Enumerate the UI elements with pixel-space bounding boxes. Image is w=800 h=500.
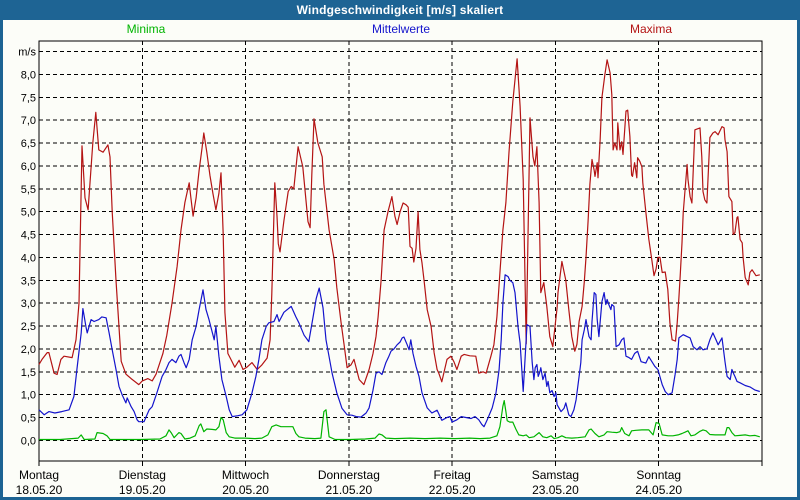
y-tick-label: 6,0 — [21, 161, 36, 173]
y-tick-label: 8,0 — [21, 69, 36, 81]
day-name-label: Donnerstag — [318, 468, 380, 482]
y-gridlines — [39, 51, 762, 441]
y-tick-label: 4,5 — [21, 230, 36, 242]
y-tick-label: 0,5 — [21, 413, 36, 425]
day-name-label: Mittwoch — [222, 468, 269, 482]
series-line-minima — [39, 400, 760, 441]
y-tick-label: 4,0 — [21, 252, 36, 264]
y-tick-label: 7,5 — [21, 92, 36, 104]
y-tick-label: 2,5 — [21, 321, 36, 333]
legend-item-maxima: Maxima — [629, 22, 673, 36]
page-title: Windgeschwindigkeit [m/s] skaliert — [296, 3, 504, 17]
y-tick-label: 5,5 — [21, 184, 36, 196]
legend: Minima Mittelwerte Maxima — [0, 22, 800, 38]
y-tick-label: 1,0 — [21, 390, 36, 402]
y-tick-label: 6,5 — [21, 138, 36, 150]
day-date-label: 21.05.20 — [325, 483, 372, 497]
day-name-label: Dienstag — [119, 468, 166, 482]
day-date-label: 22.05.20 — [429, 483, 476, 497]
y-tick-label: 1,5 — [21, 367, 36, 379]
y-tick-label: 0,0 — [21, 435, 36, 447]
x-gridlines — [141, 41, 660, 461]
legend-item-minima: Minima — [126, 22, 166, 36]
y-tick-label: 3,0 — [21, 298, 36, 310]
x-ticks — [38, 461, 763, 466]
day-date-label: 24.05.20 — [635, 483, 682, 497]
y-axis-labels: 0,0 0,5 1,0 1,5 2,0 2,5 3,0 3,5 4,0 4,5 5,0 5,5 6,0 6… — [18, 47, 36, 448]
day-date-label: 23.05.20 — [532, 483, 579, 497]
day-date-label: 19.05.20 — [119, 483, 166, 497]
day-name-label: Freitag — [433, 468, 470, 482]
y-tick-label: 3,5 — [21, 275, 36, 287]
day-name-label: Montag — [19, 468, 59, 482]
title-bar: Windgeschwindigkeit [m/s] skaliert — [0, 0, 800, 20]
plot-border — [38, 40, 763, 462]
series-line-mittelwerte — [38, 274, 760, 428]
day-name-label: Samstag — [532, 468, 579, 482]
y-tick-label: 5,0 — [21, 207, 36, 219]
day-date-label: 18.05.20 — [16, 483, 63, 497]
y-tick-label: 7,0 — [21, 115, 36, 127]
y-axis-unit-label: m/s — [18, 47, 36, 59]
legend-item-mittelwerte: Mittelwerte — [371, 22, 431, 36]
day-date-label: 20.05.20 — [222, 483, 269, 497]
y-tick-label: 2,0 — [21, 344, 36, 356]
series-line-maxima — [38, 58, 760, 386]
day-name-label: Sonntag — [636, 468, 681, 482]
